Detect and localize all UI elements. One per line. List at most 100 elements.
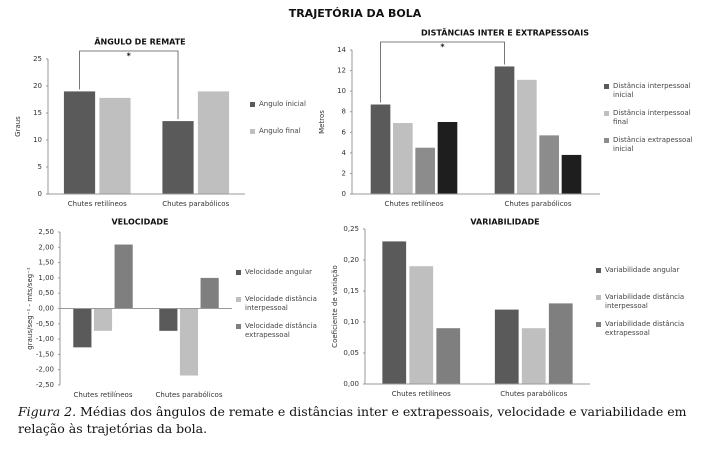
legend-entry: Velocidade angular — [236, 268, 331, 277]
legend-swatch — [604, 83, 609, 89]
bar — [437, 122, 458, 194]
y-tick-label: -0,50 — [36, 320, 54, 328]
bar — [200, 277, 219, 309]
legend-entry: Velocidade distância interpessoal — [236, 295, 331, 313]
legend-item: Velocidade distância extrapessoal — [236, 322, 331, 340]
bar — [494, 66, 515, 194]
bar — [436, 328, 461, 384]
y-tick-label: -2,50 — [36, 381, 54, 389]
bar — [561, 154, 582, 194]
bar — [99, 97, 131, 194]
bar — [63, 91, 96, 194]
legend-item: Velocidade angular — [236, 268, 331, 277]
legend-label: Velocidade distância extrapessoal — [245, 322, 317, 339]
chart-title: DISTÂNCIAS INTER E EXTRAPESSOAIS — [421, 27, 589, 38]
legend-swatch — [596, 295, 601, 300]
y-tick-label: 20 — [33, 82, 42, 90]
legend-swatch — [236, 270, 241, 275]
x-tick-label: Chutes retilíneos — [392, 390, 451, 398]
x-tick-label: Chutes parabólicos — [156, 391, 223, 399]
chart-title: ÂNGULO DE REMATE — [94, 36, 185, 47]
y-tick-label: 2 — [342, 169, 346, 177]
x-tick-label: Chutes retilíneos — [385, 200, 444, 208]
y-tick-label: 0,00 — [38, 305, 54, 313]
legend-label: Variabilidade distância extrapessoal — [605, 320, 685, 337]
legend-entry: Ângulo inicial — [250, 100, 335, 109]
legend-swatch — [236, 297, 241, 302]
legend-item: Distância interpessoal final — [604, 108, 691, 126]
bar — [73, 308, 92, 348]
bar — [393, 123, 413, 194]
legend-entry: Distância extrapessoal inicial — [604, 136, 704, 154]
annotation: * — [440, 43, 445, 52]
y-axis-label: Graus — [14, 116, 22, 137]
y-tick-label: 8 — [342, 108, 346, 116]
y-tick-label: -2,00 — [36, 366, 54, 374]
y-axis-label: Metros — [318, 110, 326, 134]
x-tick-label: Chutes retilíneos — [68, 200, 127, 208]
figure: TRAJETÓRIA DA BOLA ÂNGULO DE REMATE Graus… — [14, 7, 704, 399]
legend-label: Distância interpessoal final — [613, 108, 691, 126]
y-tick-label: -1,50 — [36, 350, 54, 358]
y-tick-label: 0 — [38, 190, 42, 198]
bar — [114, 244, 133, 309]
y-tick-label: 4 — [342, 149, 347, 157]
x-tick-label: Chutes parabólicos — [500, 390, 567, 398]
y-tick-label: 1,00 — [38, 274, 54, 282]
y-axis-label: graus/seg⁻¹ - mts/seg⁻¹ — [26, 267, 34, 350]
bar — [197, 91, 230, 194]
legend-entry: Ângulo final — [250, 127, 335, 136]
legend-item: Variabilidade distância interpessoal — [596, 293, 701, 311]
bracket — [380, 41, 505, 103]
legend-label: Variabilidade angular — [605, 266, 680, 274]
legend-swatch — [596, 322, 601, 327]
y-tick-label: 10 — [337, 87, 346, 95]
y-tick-label: 0 — [342, 190, 346, 198]
legend-item: Ângulo final — [250, 127, 335, 136]
legend-label: Velocidade distância interpessoal — [245, 295, 317, 312]
chart-title: VARIABILIDADE — [470, 218, 539, 227]
bar — [370, 104, 391, 194]
caption: Figura 2. Médias dos ângulos de remate e… — [18, 403, 708, 437]
figure-title: TRAJETÓRIA DA BOLA — [289, 7, 422, 20]
x-tick-label: Chutes retilíneos — [74, 391, 133, 399]
y-tick-label: 0,25 — [343, 225, 359, 233]
legend-swatch — [236, 324, 241, 329]
legend-entry: Variabilidade distância interpessoal — [596, 293, 701, 311]
y-tick-label: 0,20 — [343, 256, 359, 264]
y-tick-label: 2,50 — [38, 228, 54, 236]
legend-item: Variabilidade angular — [596, 266, 680, 274]
bar — [179, 308, 199, 376]
legend-item: Variabilidade distância extrapessoal — [596, 320, 685, 337]
chart-title: VELOCIDADE — [111, 218, 168, 227]
y-tick-label: 1,50 — [38, 259, 54, 267]
legend-swatch — [250, 101, 255, 107]
y-tick-label: 10 — [33, 136, 42, 144]
y-tick-label: 2,00 — [38, 243, 54, 251]
y-tick-label: 6 — [342, 128, 347, 136]
bar — [162, 121, 194, 194]
annotation: * — [127, 52, 132, 61]
bracket — [79, 50, 179, 120]
y-tick-label: 0,15 — [343, 287, 359, 295]
bar — [159, 308, 178, 331]
legend-label: Variabilidade distância interpessoal — [605, 293, 685, 310]
bar — [409, 266, 434, 384]
y-tick-label: 0,05 — [343, 349, 359, 357]
bar — [517, 79, 537, 194]
legend-item: Ângulo inicial — [250, 100, 335, 109]
legend-item: Distância extrapessoal inicial — [604, 136, 704, 154]
y-tick-label: 14 — [337, 46, 346, 54]
bar — [382, 241, 407, 384]
caption-label: Figura 2. — [18, 404, 77, 419]
bar — [93, 308, 113, 331]
bar — [415, 147, 435, 194]
legend-entry: Velocidade distância extrapessoal — [236, 322, 331, 340]
y-tick-label: -1,00 — [36, 335, 54, 343]
y-axis-label: Coeficiente de variação — [331, 265, 339, 348]
y-tick-label: 0,50 — [38, 289, 54, 297]
legend-label: Velocidade angular — [245, 268, 312, 276]
legend-entry: Distância interpessoal inicial — [604, 82, 704, 100]
x-tick-label: Chutes parabólicos — [162, 200, 229, 208]
